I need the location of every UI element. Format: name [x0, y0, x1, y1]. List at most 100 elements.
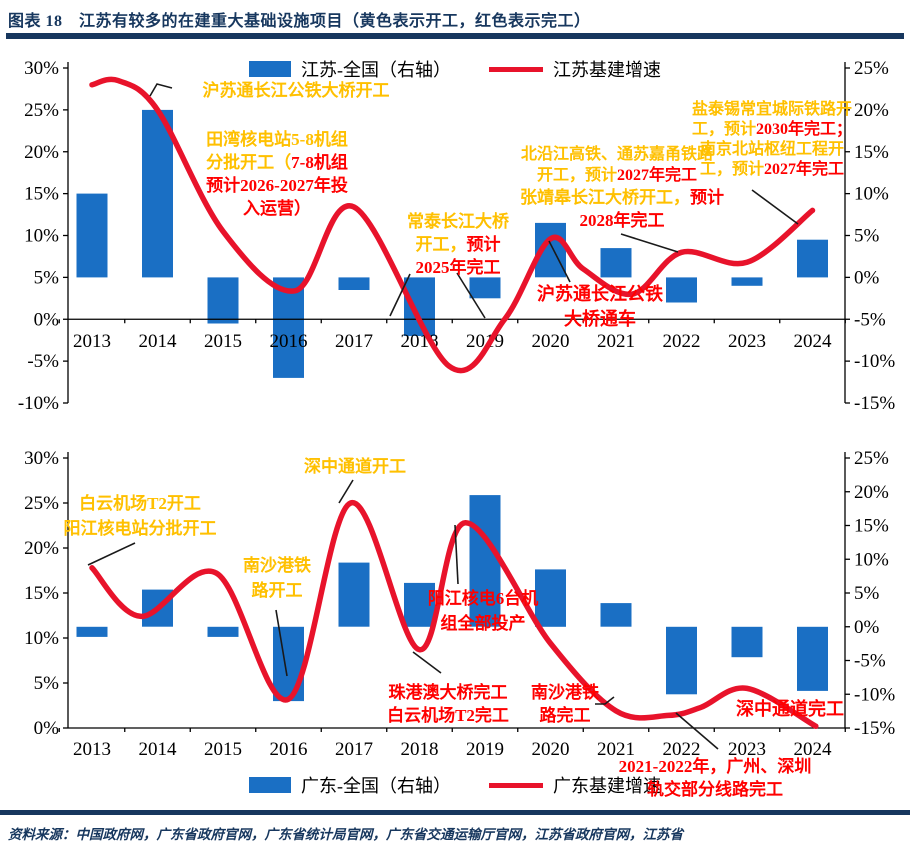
- annotation: 张靖皋长江大桥开工，预计 2028年完工: [520, 186, 724, 232]
- year-label: 2013: [73, 739, 111, 760]
- year-label: 2015: [204, 739, 242, 760]
- bar-2020: [535, 569, 566, 627]
- right-tick-label: 5%: [854, 583, 880, 604]
- left-tick-label: 15%: [24, 583, 59, 604]
- right-tick-label: -5%: [854, 309, 886, 330]
- left-tick-label: 20%: [24, 538, 59, 559]
- legend-guangdong: 广东-全国（右轴） 广东基建增速: [0, 772, 910, 798]
- annotation-start-text: 阳江核电站分批开工: [63, 519, 217, 538]
- year-label: 2014: [139, 331, 178, 352]
- year-label: 2013: [73, 331, 111, 352]
- annotation: 深中通道开工: [304, 456, 406, 478]
- right-tick-label: -10%: [854, 684, 895, 705]
- annotation-start-text: 常泰长江大桥: [407, 212, 509, 231]
- annotation-start-text: 北沿江高铁、通苏嘉甬铁路: [520, 146, 714, 163]
- annotation-start-text: 南京北站枢纽工程开: [699, 141, 844, 158]
- growth-line: [89, 76, 816, 374]
- annotation-done-text: 珠港澳大桥完工: [388, 683, 508, 702]
- right-tick-label: 5%: [854, 226, 880, 247]
- bar-2017: [338, 277, 370, 290]
- bar-2022: [666, 277, 697, 303]
- year-label: 2024: [794, 739, 833, 760]
- right-tick-label: 15%: [854, 142, 889, 163]
- annotation-done-text: 预计: [690, 188, 724, 207]
- annotation-leader: [454, 524, 459, 585]
- annotation-done-text: 预计: [466, 235, 501, 254]
- guangdong-bar-swatch: [249, 777, 291, 793]
- right-tick-label: 10%: [854, 184, 889, 205]
- annotation-done-text: 南沙港铁: [531, 683, 599, 702]
- left-tick-label: 25%: [24, 100, 59, 121]
- annotation-leader: [87, 542, 136, 566]
- legend-jiangsu: 江苏-全国（右轴） 江苏基建增速: [0, 56, 910, 82]
- annotation-leader: [412, 651, 442, 674]
- jiangsu-line-swatch: [489, 66, 543, 72]
- annotation-leader: [675, 712, 719, 750]
- annotation: 北沿江高铁、通苏嘉甬铁路 开工，预计2027年完工: [521, 144, 713, 186]
- annotation-leader: [456, 272, 486, 319]
- right-tick-label: -5%: [854, 651, 886, 672]
- year-label: 2023: [728, 331, 766, 352]
- bar-2018: [404, 277, 435, 336]
- year-label: 2017: [335, 331, 373, 352]
- left-tick-label: -10%: [18, 393, 59, 414]
- left-tick-label: 0%: [34, 718, 60, 739]
- annotation-leader: [595, 696, 615, 705]
- year-label: 2023: [728, 739, 766, 760]
- left-tick-label: 20%: [24, 142, 59, 163]
- year-label: 2022: [663, 331, 701, 352]
- right-tick-label: 10%: [854, 549, 889, 570]
- right-tick-label: 15%: [854, 516, 889, 537]
- annotation-done-text: 2028年完工: [579, 211, 665, 230]
- right-tick-label: 25%: [854, 448, 889, 469]
- bar-2015: [207, 277, 239, 324]
- annotation: 珠港澳大桥完工 白云机场T2完工: [387, 681, 509, 727]
- bar-2024: [797, 626, 828, 691]
- annotation-leader: [338, 479, 354, 504]
- right-tick-label: 0%: [854, 617, 880, 638]
- bar-2016: [273, 626, 304, 702]
- annotation: 沪苏通长江公铁大桥开工: [203, 80, 390, 102]
- right-tick-label: 20%: [854, 482, 889, 503]
- year-label: 2020: [532, 331, 570, 352]
- annotation-start-text: 深中通道开工: [304, 457, 406, 476]
- chart-1: 30% 25% 20% 15% 10% 5% 0% 25% 20% 15% 10% 5% 0% -5% -1…: [24, 448, 895, 760]
- left-tick-label: 25%: [24, 493, 59, 514]
- annotation-done-text: 阳江核电6台机: [427, 589, 539, 608]
- bar-2013: [76, 193, 108, 278]
- annotation: 南沙港铁 路完工: [531, 681, 599, 727]
- annotation-done-text: 2021-2022年，广州、深圳: [618, 757, 812, 776]
- annotation-leader: [149, 83, 173, 97]
- right-tick-label: -15%: [854, 718, 895, 739]
- year-label: 2016: [270, 739, 308, 760]
- annotation: 南沙港铁 路开工: [243, 553, 311, 603]
- bar-2022: [666, 626, 697, 695]
- annotation-start-text: 分批开工（: [206, 153, 292, 172]
- bar-2023: [731, 626, 763, 658]
- bar-2013: [76, 626, 108, 637]
- bar-2021: [600, 248, 632, 278]
- chart-0: 30% 25% 20% 15% 10% 5% 0% -5% -10% 25% 20% 15% 10% 5%…: [18, 58, 895, 414]
- bar-2023: [731, 277, 763, 286]
- right-tick-label: -15%: [854, 393, 895, 414]
- left-tick-label: 10%: [24, 628, 59, 649]
- year-label: 2015: [204, 331, 242, 352]
- annotation-leader: [620, 233, 679, 253]
- annotation-done-text: 沪苏通长江公铁: [537, 284, 663, 304]
- footer-rule: [0, 810, 910, 815]
- annotation: 2021-2022年，广州、深圳 轨交部分线路完工: [619, 755, 812, 801]
- left-tick-label: 0%: [34, 309, 60, 330]
- growth-line: [89, 500, 819, 729]
- annotation-done-text: 大桥通车: [564, 309, 636, 329]
- annotation-done-text: 路完工: [539, 706, 591, 725]
- source-text: 资料来源：中国政府网，广东省政府官网，广东省统计局官网，广东省交通运输厅官网，江…: [8, 827, 683, 842]
- year-label: 2021: [597, 739, 635, 760]
- annotation: 常泰长江大桥 开工，预计 2025年完工: [407, 210, 509, 279]
- bar-2014: [142, 109, 173, 278]
- annotation-done-text: 2025年完工: [415, 258, 501, 277]
- annotation-done-text: 组全部投产: [440, 614, 526, 633]
- year-label: 2024: [794, 331, 833, 352]
- jiangsu-line-label: 江苏基建增速: [553, 60, 661, 80]
- right-tick-label: 20%: [854, 100, 889, 121]
